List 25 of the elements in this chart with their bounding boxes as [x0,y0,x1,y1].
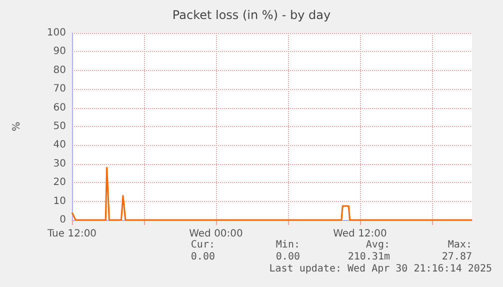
y-tick-label: 30 [53,158,66,170]
y-tick-label: 100 [46,28,66,38]
y-tick-label: 40 [53,140,66,151]
text: 0.00 [276,252,300,262]
y-tick-label: 60 [53,102,66,114]
x-tick-label: Tue 12:00 [46,228,97,240]
y-tick-label: 70 [53,84,66,95]
x-tick-label: Wed 00:00 [189,228,243,240]
text: Min: [276,240,300,250]
y-axis-title: % [12,122,22,132]
text: 210.31m [348,252,390,262]
text: Cur: [190,240,215,250]
y-tick-label: 20 [53,177,66,188]
text: Max: [448,240,472,250]
y-tick-label: 90 [53,46,66,58]
x-tick-label: Wed 12:00 [333,228,387,240]
text: 27.87 [442,252,472,262]
y-tick-label: 10 [53,196,66,207]
chart-title: Packet loss (in %) - by day [172,8,331,22]
y-tick-label: 0 [60,214,66,226]
y-tick-label: 50 [53,121,66,132]
text: Avg: [366,240,390,250]
y-tick-label: 80 [53,64,66,76]
text: 0.00 [190,252,215,262]
text: Last update: Wed Apr 30 21:16:14 2025 [269,264,492,274]
